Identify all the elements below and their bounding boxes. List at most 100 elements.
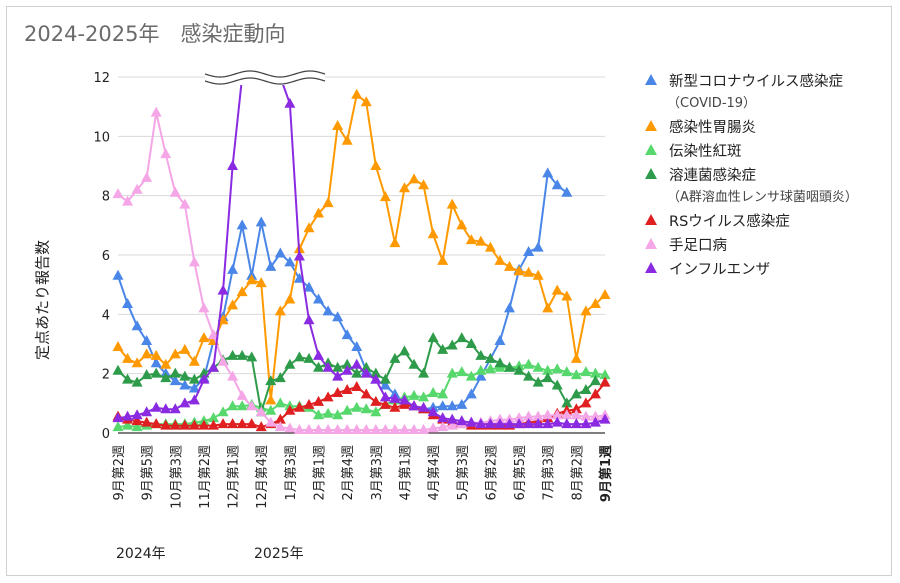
data-point xyxy=(112,421,124,432)
x-tick-label: 11月第2週 xyxy=(198,445,213,509)
data-point xyxy=(246,400,258,411)
data-point xyxy=(513,412,525,423)
data-point xyxy=(523,358,535,369)
x-tick-label: 7月第3週 xyxy=(542,445,557,501)
data-point xyxy=(484,363,496,374)
legend-label: 感染性胃腸炎 xyxy=(669,120,756,136)
data-point xyxy=(332,409,344,420)
data-point xyxy=(284,293,296,304)
data-point xyxy=(599,289,611,300)
data-point xyxy=(131,421,143,432)
x-tick-label: 6月第2週 xyxy=(484,445,499,501)
data-point xyxy=(227,299,239,310)
data-point xyxy=(150,357,162,368)
data-point xyxy=(389,424,401,435)
data-point xyxy=(150,418,162,429)
data-point xyxy=(322,391,334,402)
data-point xyxy=(141,416,153,427)
data-point xyxy=(322,305,334,316)
data-point xyxy=(169,419,181,430)
data-point xyxy=(494,418,506,429)
data-point xyxy=(379,373,391,384)
data-point xyxy=(370,373,382,384)
data-point xyxy=(227,370,239,381)
x-tick-label: 6月第5週 xyxy=(513,445,528,501)
data-point xyxy=(370,367,382,378)
data-point xyxy=(465,416,477,427)
data-point xyxy=(284,97,296,108)
data-point xyxy=(332,386,344,397)
data-point xyxy=(379,424,391,435)
data-point xyxy=(389,237,401,248)
data-point xyxy=(551,416,563,427)
data-point xyxy=(379,391,391,402)
legend-marker-icon xyxy=(645,168,657,179)
data-point xyxy=(303,281,315,292)
data-point xyxy=(169,403,181,414)
data-point xyxy=(523,418,535,429)
data-point xyxy=(236,389,248,400)
data-point xyxy=(160,372,172,383)
chart-title: 2024-2025年 感染症動向 xyxy=(24,22,286,46)
data-point xyxy=(131,320,143,331)
data-point xyxy=(360,367,372,378)
data-point xyxy=(122,195,134,206)
legend-sublabel: （COVID-19） xyxy=(667,96,757,111)
data-point xyxy=(198,332,210,343)
year-label-2024: 2024年 xyxy=(116,546,166,562)
data-point xyxy=(188,355,200,366)
data-point xyxy=(408,173,420,184)
data-point xyxy=(227,160,239,170)
data-point xyxy=(475,235,487,246)
data-point xyxy=(589,410,601,421)
data-point xyxy=(427,406,439,417)
data-point xyxy=(494,254,506,265)
data-point xyxy=(236,400,248,411)
data-point xyxy=(207,412,219,423)
data-point xyxy=(198,302,210,313)
data-point xyxy=(504,260,516,271)
data-point xyxy=(408,358,420,369)
legend-marker-icon xyxy=(645,262,657,273)
data-point xyxy=(475,370,487,381)
data-point xyxy=(599,369,611,380)
series-line xyxy=(117,111,606,432)
data-point xyxy=(532,410,544,421)
data-point xyxy=(456,415,468,426)
data-point xyxy=(389,401,401,412)
data-point xyxy=(551,379,563,390)
data-point xyxy=(475,349,487,360)
data-point xyxy=(494,335,506,346)
data-point xyxy=(313,409,325,420)
data-point xyxy=(360,96,372,107)
legend-marker-icon xyxy=(645,74,657,85)
y-tick-label: 0 xyxy=(102,427,110,442)
data-point xyxy=(542,364,554,375)
data-point xyxy=(398,424,410,435)
data-point xyxy=(504,361,516,372)
data-point xyxy=(303,352,315,363)
data-point xyxy=(408,400,420,411)
data-point xyxy=(246,351,258,362)
data-point xyxy=(456,332,468,343)
data-point xyxy=(475,418,487,429)
data-point xyxy=(551,409,563,420)
data-point xyxy=(255,421,267,432)
data-point xyxy=(255,406,267,417)
data-point xyxy=(293,351,305,362)
data-point xyxy=(131,183,143,194)
data-point xyxy=(284,256,296,267)
data-point xyxy=(446,339,458,350)
data-point xyxy=(122,352,134,363)
data-point xyxy=(112,188,124,199)
data-point xyxy=(427,386,439,397)
data-point xyxy=(351,358,363,369)
data-point xyxy=(589,375,601,386)
legend-marker-icon xyxy=(645,214,657,225)
data-point xyxy=(131,376,143,387)
data-point xyxy=(217,418,229,429)
data-point xyxy=(351,424,363,435)
data-point xyxy=(150,367,162,378)
data-point xyxy=(570,409,582,420)
data-point xyxy=(169,375,181,386)
